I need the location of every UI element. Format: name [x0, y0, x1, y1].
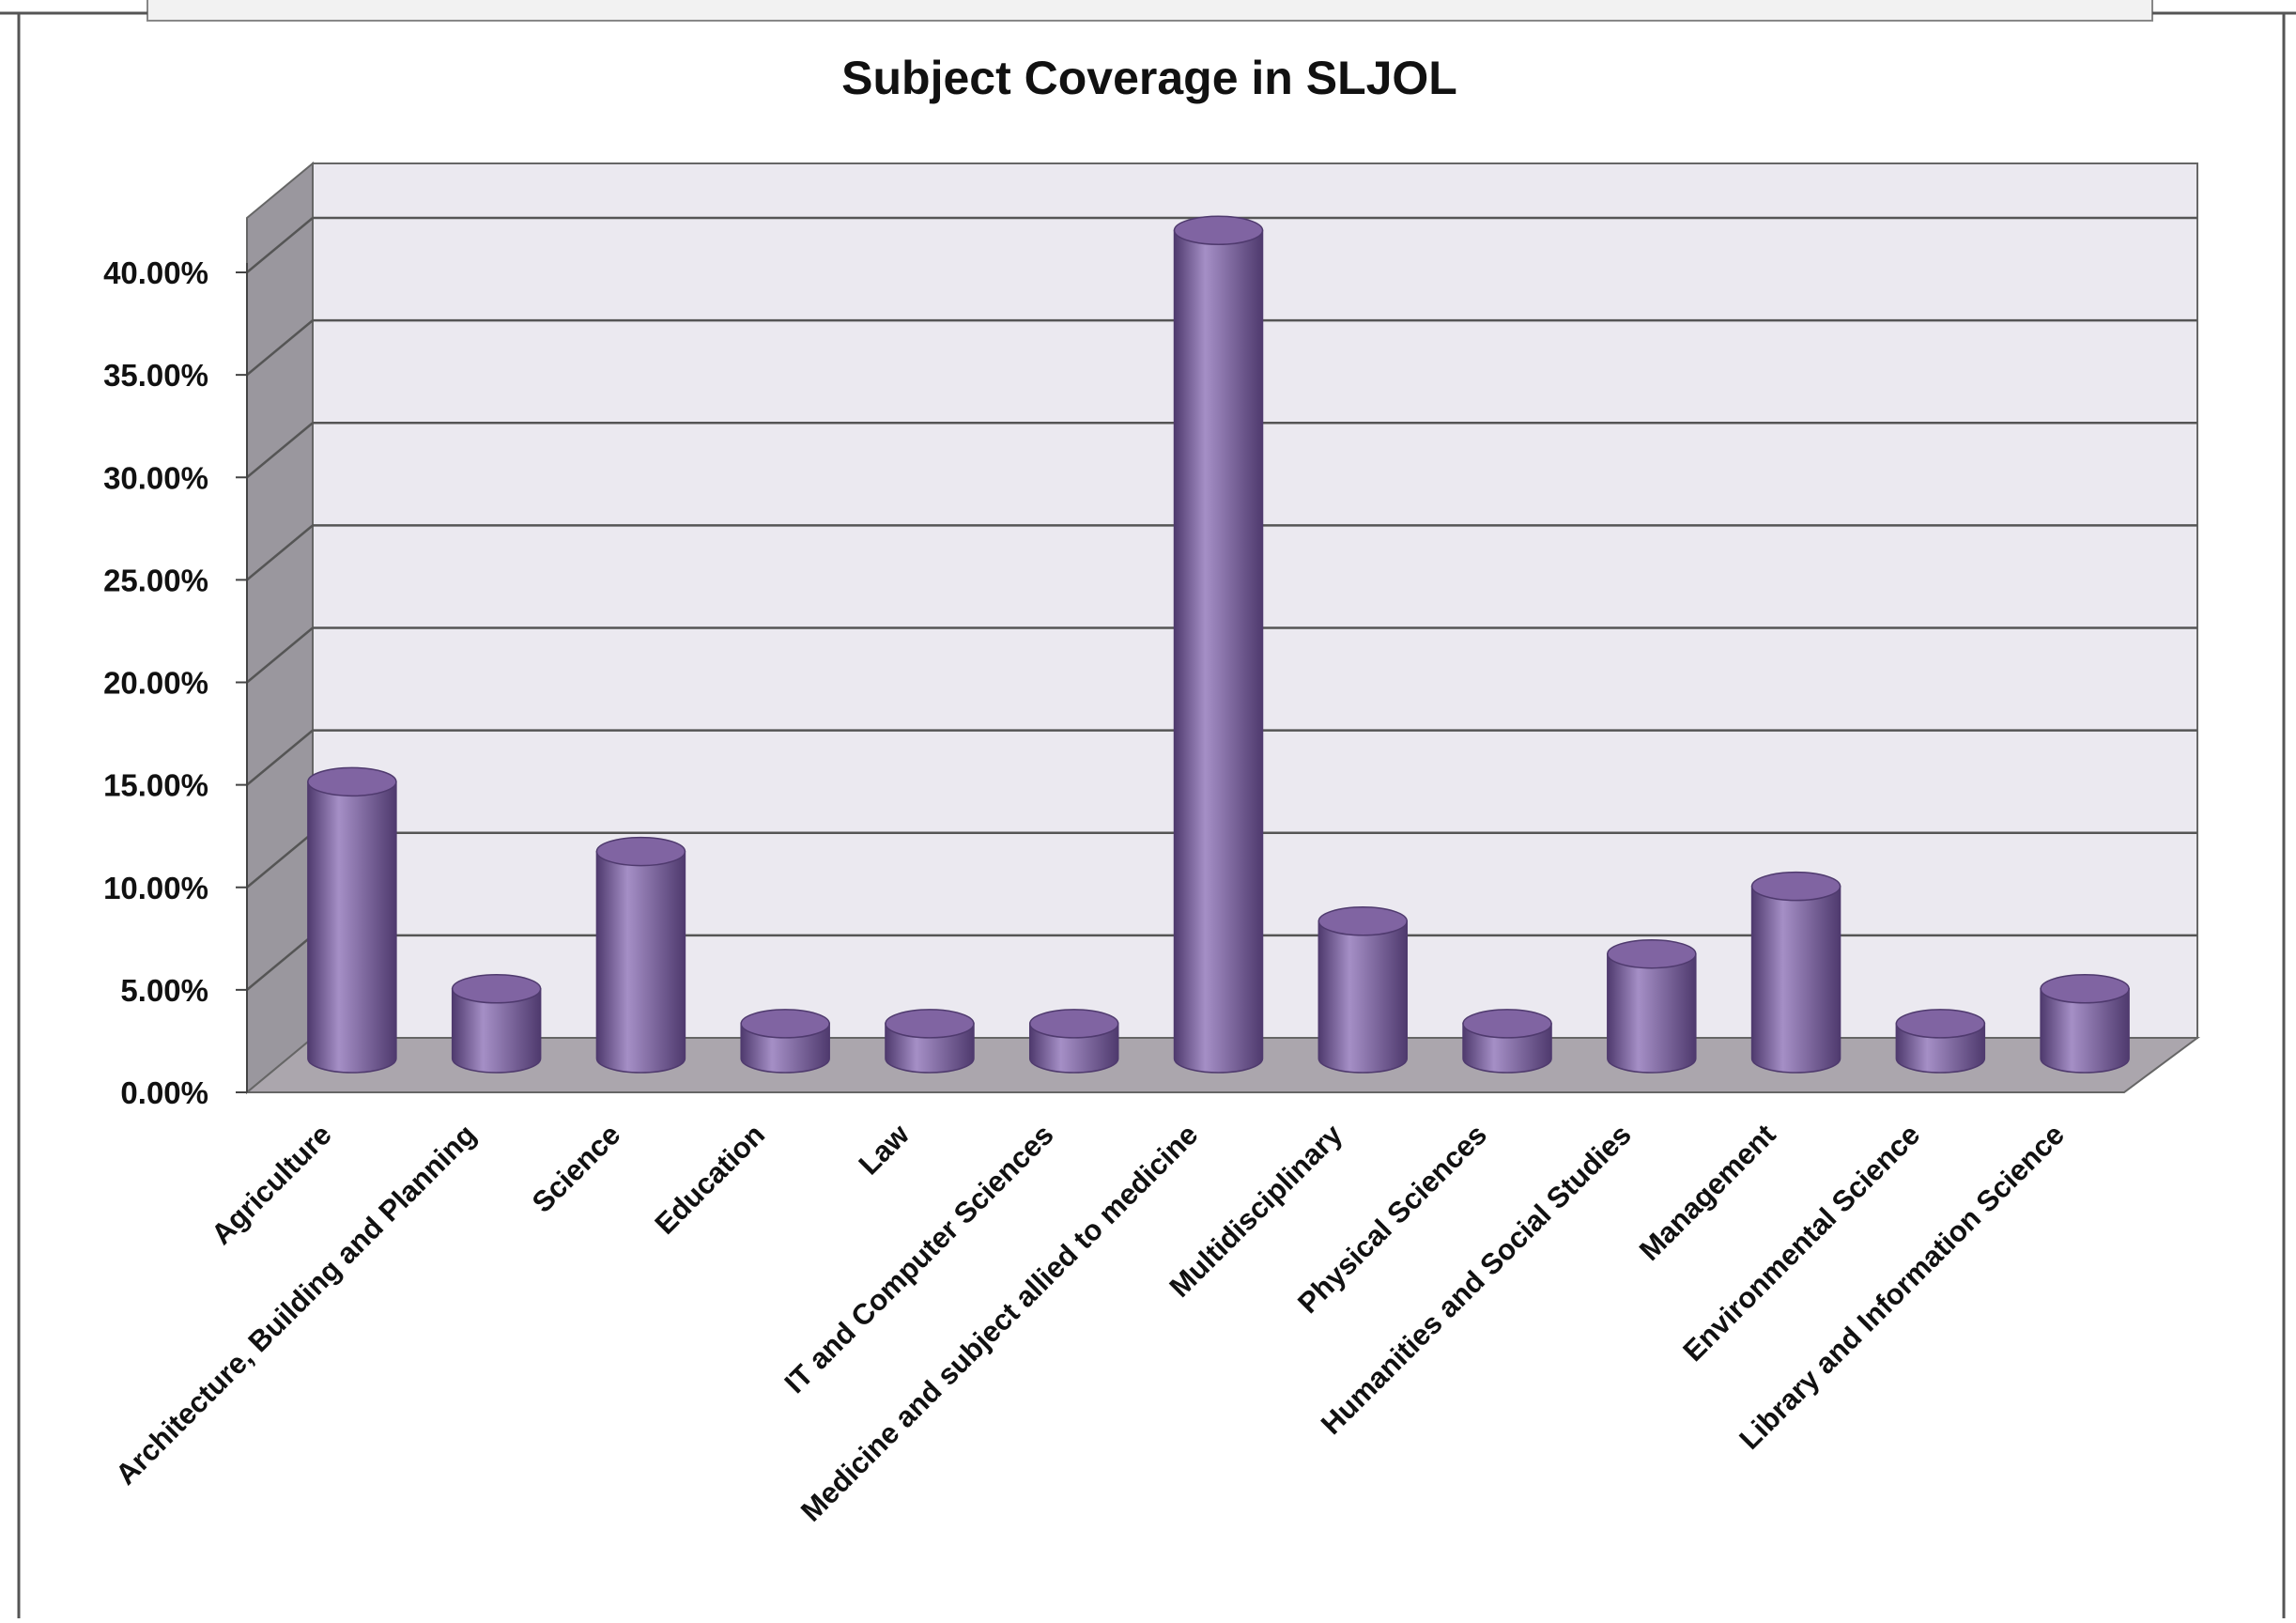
y-axis: 0.00% 5.00% 10.00% 15.00% 20.00% 25.00% 30.00%…: [103, 255, 248, 1110]
gridline-side: [246, 319, 314, 377]
x-tick-label: Library and Information Science: [1733, 1118, 2071, 1456]
y-tick-label: 20.00%: [103, 666, 208, 701]
x-tick-label: Management: [1633, 1118, 1782, 1267]
bar-top: [1607, 938, 1697, 969]
y-tick-label: 40.00%: [103, 255, 208, 290]
bar: [1318, 906, 1409, 1074]
y-tick-label: 5.00%: [120, 973, 208, 1008]
chart-title: Subject Coverage in SLJOL: [841, 52, 1457, 104]
y-tick-label: 30.00%: [103, 460, 208, 495]
gridline-side: [246, 217, 314, 273]
x-tick-label: Humanities and Social Studies: [1315, 1118, 1638, 1441]
gridline-side: [246, 422, 314, 479]
bar-top: [307, 766, 397, 797]
bar-body: [1607, 952, 1697, 1074]
y-tick-label: 15.00%: [103, 768, 208, 803]
y-tick-label: 35.00%: [103, 358, 208, 393]
bar: [595, 836, 686, 1074]
bar-body: [1318, 920, 1409, 1074]
bar: [1895, 1009, 1986, 1074]
x-tick-label: Environmental Science: [1676, 1118, 1926, 1368]
bar-body: [307, 781, 397, 1074]
bar: [740, 1009, 830, 1074]
bar-body: [451, 988, 542, 1074]
bar-top: [1173, 215, 1264, 246]
bar-top: [1895, 1009, 1986, 1039]
bar-top: [1318, 906, 1409, 936]
bar: [1607, 938, 1697, 1074]
bar-top: [451, 974, 542, 1004]
bar-body: [595, 850, 686, 1074]
bar: [307, 766, 397, 1074]
bar-top: [740, 1009, 830, 1039]
gridline-side: [246, 524, 314, 581]
bar: [2040, 974, 2130, 1074]
bar: [1462, 1009, 1552, 1074]
gridline-side: [246, 729, 314, 786]
x-tick-label: Law: [853, 1118, 917, 1182]
bar-top: [595, 836, 686, 867]
bar-top: [885, 1009, 975, 1039]
x-tick-label: Education: [648, 1118, 771, 1241]
gridline-side: [246, 934, 314, 991]
bar-body: [1750, 885, 1841, 1074]
y-tick-label: 25.00%: [103, 563, 208, 597]
side-wall: [246, 161, 314, 1095]
gridline-side: [246, 831, 314, 889]
x-tick-label: Agriculture: [205, 1118, 338, 1251]
bar-top: [1462, 1009, 1552, 1039]
bar: [451, 974, 542, 1074]
bar-body: [1173, 229, 1264, 1074]
bar: [1750, 871, 1841, 1074]
bar-top: [1028, 1009, 1119, 1039]
x-tick-label: IT and Computer Sciences: [778, 1118, 1060, 1399]
bar: [1028, 1009, 1119, 1074]
bar-top: [2040, 974, 2130, 1004]
bars: [307, 215, 2130, 1074]
bar-top: [1750, 871, 1841, 902]
bar-body: [2040, 988, 2130, 1074]
y-tick-label: 10.00%: [103, 871, 208, 905]
x-tick-label: Science: [526, 1118, 627, 1219]
y-tick-label: 0.00%: [120, 1075, 208, 1110]
bar: [885, 1009, 975, 1074]
bar: [1173, 215, 1264, 1074]
gridline-side: [246, 626, 314, 684]
top-bar: [146, 0, 2153, 22]
